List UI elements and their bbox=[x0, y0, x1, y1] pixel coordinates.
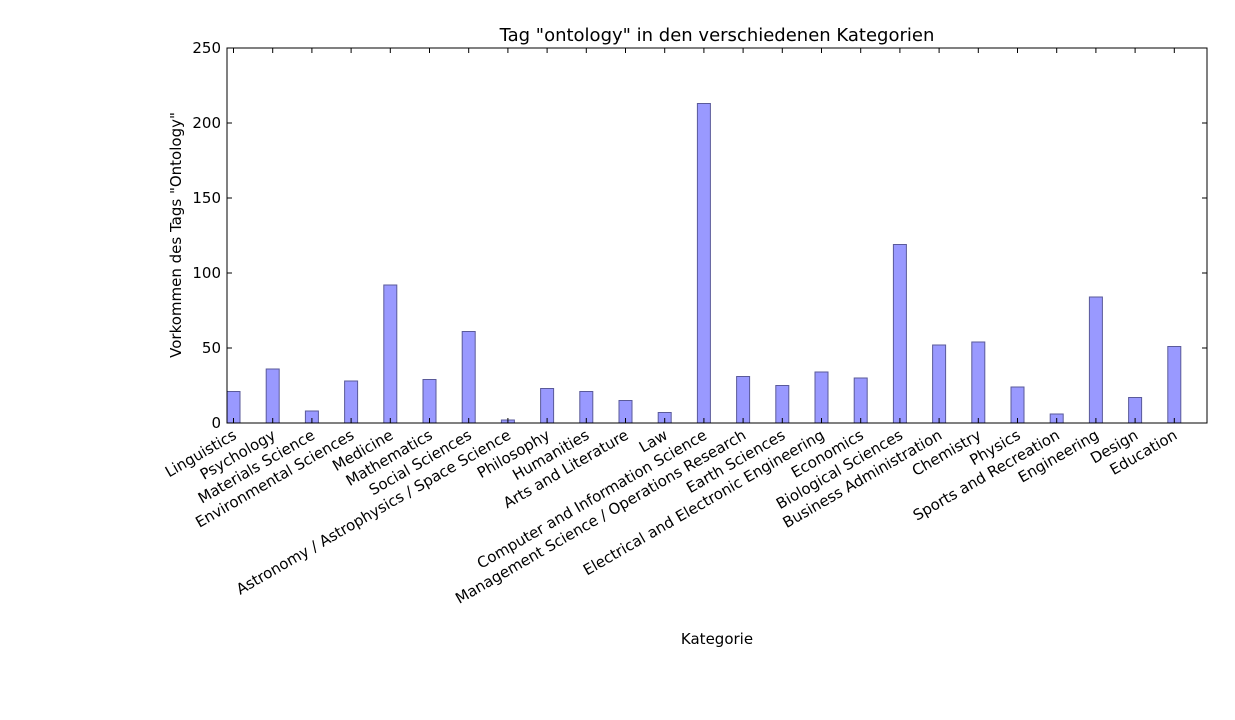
bar-22 bbox=[1088, 296, 1103, 424]
chart-title: Tag "ontology" in den verschiedenen Kate… bbox=[499, 25, 935, 46]
bar-17 bbox=[892, 244, 907, 424]
bar-15 bbox=[814, 371, 829, 424]
bar-8 bbox=[540, 388, 555, 424]
y-tick-label: 150 bbox=[192, 189, 221, 207]
bar-19 bbox=[971, 341, 986, 424]
bar-5 bbox=[422, 379, 437, 424]
ticks-group bbox=[227, 47, 1207, 424]
y-tick-label: 250 bbox=[192, 39, 221, 57]
plot-frame bbox=[226, 47, 1208, 424]
y-tick-label: 50 bbox=[202, 339, 221, 357]
bar-4 bbox=[383, 284, 398, 424]
bars-group bbox=[226, 103, 1182, 424]
bar-6 bbox=[461, 331, 476, 424]
y-axis-label: Vorkommen des Tags "Ontology" bbox=[167, 112, 185, 358]
bar-12 bbox=[696, 103, 711, 424]
bar-3 bbox=[344, 380, 359, 424]
y-tick-labels: 0 50 100 150 200 250 bbox=[192, 39, 221, 432]
bar-20 bbox=[1010, 386, 1025, 424]
x-axis-label: Kategorie bbox=[681, 630, 753, 648]
y-tick-label: 100 bbox=[192, 264, 221, 282]
bar-24 bbox=[1167, 346, 1182, 424]
bar-16 bbox=[853, 377, 868, 424]
bar-1 bbox=[265, 368, 280, 424]
y-tick-label: 0 bbox=[211, 414, 221, 432]
bar-18 bbox=[932, 344, 947, 424]
bar-13 bbox=[736, 376, 751, 424]
bar-14 bbox=[775, 385, 790, 424]
y-tick-label: 200 bbox=[192, 114, 221, 132]
